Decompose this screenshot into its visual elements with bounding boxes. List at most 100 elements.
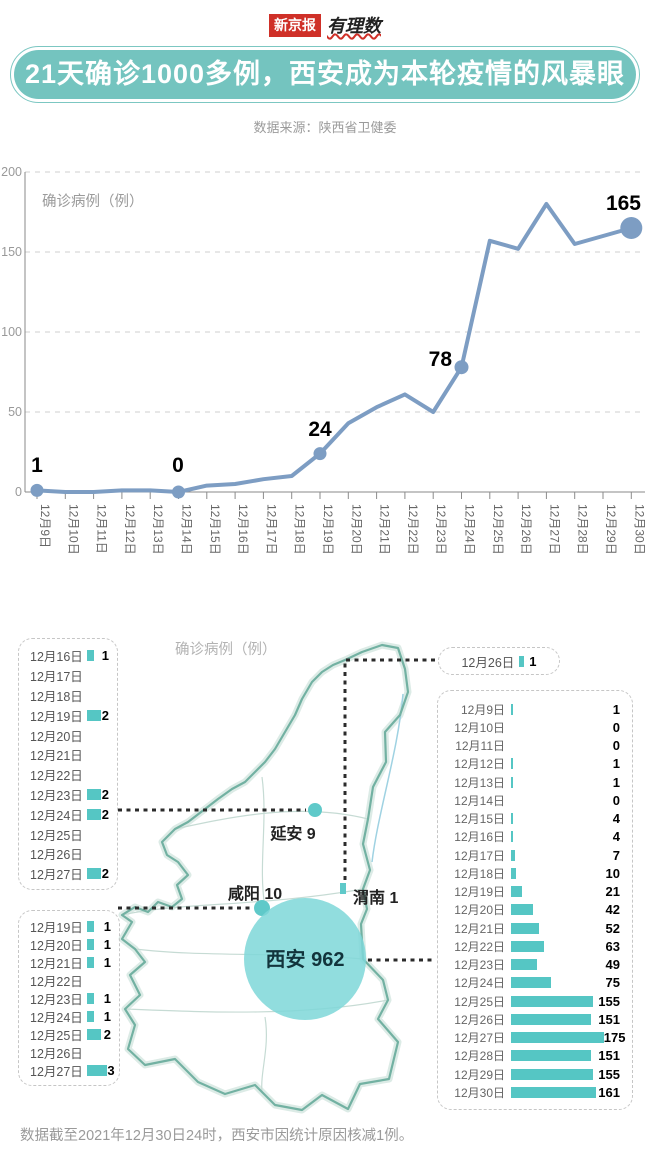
xianyang-label: 咸阳 10 [228,884,282,903]
panel-date: 12月25日 [30,828,83,843]
city-markers: 延安 9 咸阳 10 渭南 1 西安 962 [228,803,398,1020]
panel-row: 12月12日 1 [450,755,620,773]
x-axis-tick-label: 12月15日 [208,504,222,555]
x-axis-tick-label: 12月23日 [434,504,448,555]
x-axis-tick-label: 12月26日 [519,504,533,555]
x-axis-tick-label: 12月17日 [264,504,278,555]
panel-row: 12月10日 0 [450,718,620,736]
panel-bar [511,922,539,934]
panel-value: 151 [598,1011,620,1027]
panel-date: 12月24日 [30,808,83,823]
panel-date: 12月13日 [454,775,505,790]
x-axis-tick-label: 12月12日 [123,504,137,555]
data-point-label: 1 [31,454,43,477]
panel-value: 1 [103,937,111,953]
panel-date: 12月27日 [454,1031,505,1046]
y-axis-tick-label: 50 [8,405,22,419]
panel-bar [87,808,101,820]
panel-value: 0 [612,792,620,808]
yanan-marker [308,803,322,817]
data-point-label: 24 [308,418,332,441]
panel-row: 12月14日 0 [450,791,620,809]
panel-bar [511,813,514,825]
x-axis-tick-label: 12月30日 [632,504,646,555]
panel-row: 12月13日 1 [450,773,620,791]
panel-date: 12月22日 [454,939,505,954]
panel-value: 2 [101,707,109,723]
data-point-label: 0 [172,454,184,477]
panel-bar [511,995,594,1007]
panel-date: 12月24日 [454,976,505,991]
panel-row: 12月16日 4 [450,828,620,846]
panel-bar [511,867,517,879]
panel-row: 12月29日 155 [450,1065,620,1083]
panel-bar [87,788,101,800]
panel-bar [511,904,534,916]
panel-date: 12月20日 [30,729,83,744]
panel-bar [511,776,513,788]
panel-row: 12月21日 [30,745,109,765]
panel-bar [87,957,94,969]
panel-value: 175 [603,1030,626,1046]
panel-date: 12月24日 [30,1010,83,1025]
panel-date: 12月29日 [454,1067,505,1082]
title-banner-ring: 21天确诊1000多例，西安成为本轮疫情的风暴眼 [10,46,640,103]
panel-row: 12月26日 [30,1043,111,1061]
panel-bar [87,1010,94,1022]
data-point [172,485,185,499]
panel-bar [519,655,525,667]
y-axis-tick-label: 100 [1,325,22,339]
panel-bar [511,758,513,770]
panel-date: 12月25日 [454,994,505,1009]
x-axis-tick-label: 12月21日 [378,504,392,555]
daily-cases-line-chart: 0 50 100 150 200 12月9日 12月10日 12月11日 12月12日 12月13… [1,165,646,555]
panel-row: 12月26日 [30,844,109,864]
panel-row: 12月16日 1 [30,646,109,666]
panel-value: 75 [605,975,620,991]
panel-value: 2 [101,786,109,802]
panel-date: 12月26日 [454,1012,505,1027]
panel-value: 1 [101,648,109,664]
panel-row: 12月23日 1 [30,990,111,1008]
panel-value: 2 [101,806,109,822]
x-axis-tick-label: 12月13日 [151,504,165,555]
panel-date: 12月12日 [454,757,505,772]
x-axis-tick-label: 12月29日 [604,504,618,555]
panel-date: 12月9日 [460,702,505,717]
panel-value: 1 [529,653,537,669]
panel-row: 12月22日 [30,972,111,990]
panel-row: 12月17日 [30,666,109,686]
x-axis-tick-label: 12月16日 [236,504,250,555]
xian-daily-panel: 12月9日 1 12月10日 0 12月11日 0 12月12日 1 12月13日 1 12月14日… [437,690,633,1110]
panel-date: 12月26日 [30,1046,83,1061]
data-point [30,483,44,497]
panel-bar [511,703,513,715]
brand-logo-secondary: 有理数 [327,16,381,36]
panel-date: 12月21日 [30,957,83,972]
panel-date: 12月30日 [454,1085,505,1100]
panel-date: 12月26日 [30,848,83,863]
panel-value: 49 [605,957,620,973]
x-axis-tick-label: 12月10日 [66,504,80,555]
panel-row: 12月21日 52 [450,919,620,937]
data-point [620,217,643,239]
panel-value: 1 [103,955,111,971]
panel-bar [511,1032,604,1044]
panel-value: 2 [103,1026,111,1042]
panel-row: 12月21日 1 [30,954,111,972]
panel-bar [511,977,551,989]
panel-row: 12月27日 3 [30,1061,115,1079]
xian-label: 西安 962 [266,947,345,971]
panel-value: 7 [612,847,620,863]
panel-value: 1 [612,774,620,790]
panel-bar [511,959,537,971]
panel-value: 161 [598,1084,620,1100]
panel-row: 12月9日 1 [450,700,620,718]
panel-bar [87,1064,108,1076]
xianyang-marker [254,900,270,916]
xianyang-daily-panel: 12月19日 1 12月20日 1 12月21日 1 12月22日 12月23日 1 12月24日… [18,910,120,1086]
panel-bar [511,1050,591,1062]
panel-bar [87,650,94,662]
x-axis-tick-label: 12月11日 [95,504,109,554]
panel-row: 12月24日 2 [30,804,109,824]
